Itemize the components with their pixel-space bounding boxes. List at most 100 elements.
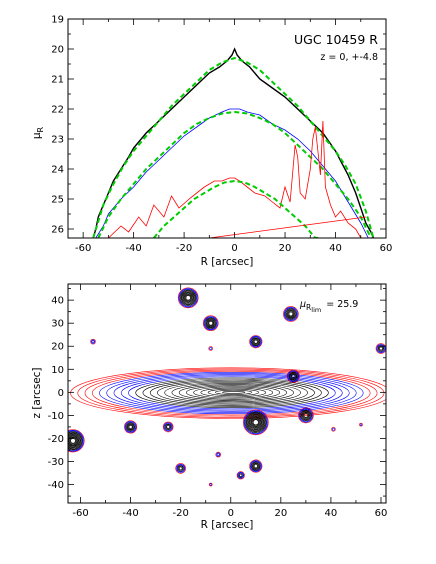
x-axis-label-bottom: R [arcsec] bbox=[201, 519, 254, 531]
contour-y-tick-label: 20 bbox=[51, 342, 64, 353]
disk-contour bbox=[106, 373, 357, 413]
source-contour-12 bbox=[69, 437, 77, 445]
source-contour-9 bbox=[243, 410, 268, 435]
limit-mu: μ bbox=[299, 299, 306, 310]
disk-contour bbox=[157, 380, 308, 405]
disk-contour bbox=[200, 387, 267, 398]
disk-contour bbox=[99, 371, 364, 415]
source-contour-10 bbox=[126, 422, 136, 432]
source-contour-9 bbox=[252, 419, 259, 426]
source-contour-14 bbox=[178, 465, 184, 471]
source-contour-9 bbox=[250, 416, 262, 429]
disk-contour bbox=[70, 367, 386, 419]
source-contour-0 bbox=[184, 293, 193, 302]
limit-subsub: lim bbox=[311, 306, 321, 314]
source-contour-12 bbox=[68, 436, 78, 446]
source-contour-15 bbox=[236, 471, 245, 480]
contour-y-tick-label: 40 bbox=[51, 296, 64, 307]
source-contour-6 bbox=[208, 346, 214, 351]
source-contour-14 bbox=[177, 465, 184, 472]
contour-y-tick-label: -30 bbox=[48, 457, 64, 468]
source-contour-2 bbox=[250, 336, 262, 347]
source-contour-2 bbox=[249, 335, 262, 348]
source-contour-3 bbox=[285, 308, 296, 319]
source-contour-7 bbox=[288, 370, 299, 382]
source-contour-10 bbox=[127, 423, 134, 431]
source-contour-1 bbox=[202, 315, 219, 332]
profile-frame bbox=[67, 18, 387, 239]
source-contour-11 bbox=[164, 423, 173, 431]
contour-y-tick-label: -20 bbox=[48, 434, 64, 445]
source-contour-12 bbox=[68, 431, 83, 451]
disk-contour bbox=[84, 369, 378, 417]
contour-x-tick-label: 40 bbox=[325, 508, 338, 519]
source-contour-0 bbox=[182, 292, 194, 304]
source-contour-2 bbox=[251, 337, 260, 346]
source-contour-1 bbox=[207, 320, 214, 327]
source-contour-12 bbox=[68, 432, 82, 449]
source-contour-12 bbox=[68, 434, 80, 447]
source-contour-9 bbox=[248, 415, 263, 430]
source-contour-5 bbox=[375, 343, 386, 354]
source-contour-17 bbox=[331, 426, 336, 432]
source-contour-13 bbox=[249, 459, 263, 473]
profile-y-tick-label: 19 bbox=[51, 15, 64, 26]
source-contour-9 bbox=[245, 412, 266, 433]
source-contour-3 bbox=[283, 306, 299, 322]
source-contour-4 bbox=[91, 340, 95, 344]
source-contour-18 bbox=[359, 422, 363, 427]
source-contour-0 bbox=[177, 287, 199, 309]
source-contour-2 bbox=[249, 335, 263, 349]
source-contour-15 bbox=[237, 471, 245, 479]
source-contour-2 bbox=[253, 339, 259, 345]
source-contour-12 bbox=[68, 433, 81, 449]
series-line-0 bbox=[92, 47, 375, 238]
source-contour-8 bbox=[298, 407, 314, 424]
source-contour-12 bbox=[68, 436, 78, 445]
contour-y-tick-label: -40 bbox=[48, 480, 64, 491]
disk-contour bbox=[186, 385, 281, 400]
source-contour-13 bbox=[250, 460, 262, 472]
contour-frame bbox=[67, 283, 387, 504]
source-contour-0 bbox=[179, 288, 198, 307]
source-contour-11 bbox=[164, 423, 172, 431]
source-contour-0 bbox=[181, 291, 195, 305]
source-contour-18 bbox=[359, 423, 363, 426]
source-contour-9 bbox=[252, 418, 260, 426]
source-contour-0 bbox=[178, 288, 198, 308]
source-contour-15 bbox=[239, 473, 243, 477]
disk-contour bbox=[178, 384, 287, 401]
source-contour-12 bbox=[68, 429, 84, 452]
y-axis-label: μR bbox=[31, 126, 45, 139]
source-contour-12 bbox=[68, 433, 80, 448]
source-contour-19 bbox=[208, 482, 213, 487]
contour-y-tick-label: 0 bbox=[58, 388, 64, 399]
series-line-5 bbox=[153, 179, 321, 238]
source-contour-2 bbox=[252, 338, 260, 345]
source-contour-4 bbox=[90, 339, 96, 344]
source-contour-14 bbox=[176, 464, 185, 473]
source-contour-13 bbox=[251, 461, 261, 471]
y-axis-label-main: μR bbox=[31, 126, 45, 139]
source-contour-19 bbox=[209, 483, 212, 486]
source-contour-14 bbox=[175, 463, 186, 474]
profile-x-tick-label: 0 bbox=[231, 243, 237, 254]
source-contour-12 bbox=[68, 435, 79, 447]
y-axis-label-mu: μ bbox=[31, 132, 43, 139]
source-contour-5 bbox=[377, 345, 385, 352]
source-contour-11 bbox=[162, 421, 174, 433]
source-contour-0 bbox=[183, 293, 193, 303]
source-contour-15 bbox=[238, 473, 243, 478]
disk-contour bbox=[77, 368, 385, 418]
source-contour-7 bbox=[290, 372, 297, 380]
source-contour-10 bbox=[126, 423, 135, 431]
profile-x-tick-label: -20 bbox=[176, 243, 192, 254]
source-contour-7 bbox=[287, 370, 300, 383]
source-contour-14 bbox=[178, 466, 183, 471]
contour-x-tick-label: 0 bbox=[228, 508, 234, 519]
disk-contour bbox=[135, 377, 329, 409]
profile-x-tick-label: 40 bbox=[329, 243, 342, 254]
source-contour-5 bbox=[379, 346, 383, 351]
profile-y-tick-label: 22 bbox=[51, 105, 64, 116]
source-contour-2 bbox=[253, 339, 258, 344]
